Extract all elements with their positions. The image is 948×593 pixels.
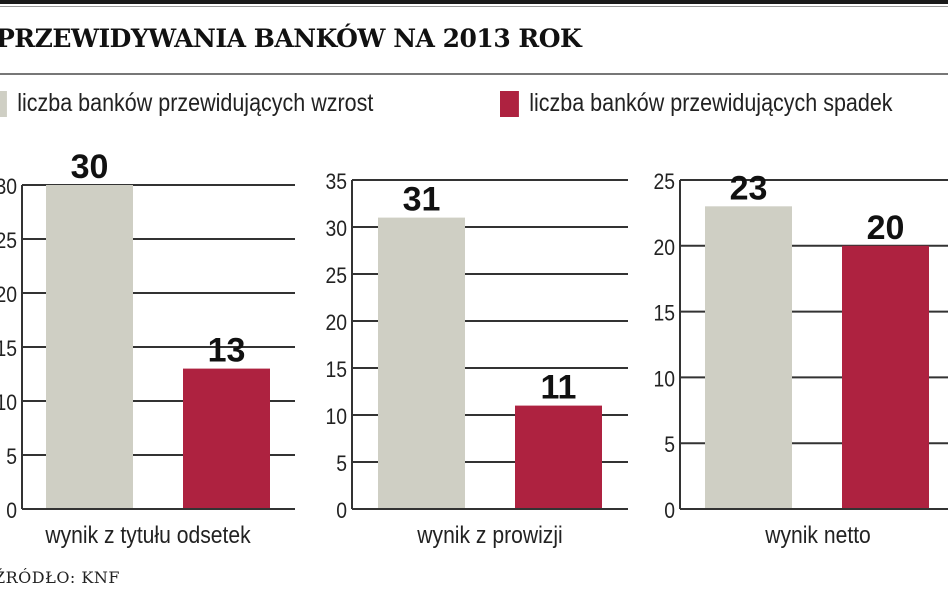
y-tick-label: 0 [336, 499, 347, 523]
y-tick-label: 10 [325, 405, 347, 429]
chart-title: PRZEWIDYWANIA BANKÓW NA 2013 ROK [0, 24, 582, 53]
source-note: ŹRÓDŁO: KNF [0, 568, 120, 587]
data-label: 31 [403, 181, 441, 219]
data-label: 11 [541, 369, 577, 407]
y-tick-label: 15 [653, 301, 675, 325]
bar-decrease [842, 245, 929, 510]
x-axis-label: wynik z prowizji [416, 522, 562, 549]
y-tick-label: 10 [653, 367, 675, 391]
y-tick-label: 20 [325, 311, 347, 335]
bar-increase [705, 206, 792, 509]
legend-swatch-decrease [500, 90, 519, 117]
bar-decrease [515, 405, 602, 509]
bar-decrease [183, 368, 270, 509]
title-divider [0, 73, 948, 75]
y-tick-label: 0 [6, 499, 17, 523]
legend-label-increase: liczba banków przewidujących wzrost [17, 89, 374, 117]
y-tick-label: 25 [653, 170, 675, 194]
legend-item-decrease: liczba banków przewidujących spadek [500, 89, 893, 118]
data-label: 30 [71, 148, 109, 186]
y-tick-label: 5 [664, 433, 675, 457]
y-tick-label: 0 [664, 499, 675, 523]
legend-item-increase: liczba banków przewidujących wzrost [0, 89, 373, 118]
y-tick-label: 25 [325, 264, 347, 288]
x-axis-label: wynik z tytułu odsetek [44, 522, 251, 549]
y-tick-label: 20 [653, 236, 675, 260]
y-tick-label: 30 [325, 217, 347, 241]
y-tick-label: 35 [325, 170, 347, 194]
x-axis-label: wynik netto [764, 522, 871, 549]
y-tick-label: 15 [0, 337, 17, 361]
legend-swatch-increase [0, 90, 7, 117]
y-tick-label: 5 [336, 452, 347, 476]
legend: liczba banków przewidujących wzrost licz… [0, 89, 948, 119]
bar-increase [378, 217, 465, 509]
y-tick-label: 15 [325, 358, 347, 382]
top-border [0, 0, 948, 4]
y-tick-label: 10 [0, 391, 17, 415]
bar-increase [46, 185, 133, 509]
data-label: 20 [867, 209, 905, 247]
top-divider [0, 6, 948, 7]
y-tick-label: 30 [0, 175, 17, 199]
legend-label-decrease: liczba banków przewidujących spadek [529, 89, 893, 117]
y-tick-label: 20 [0, 283, 17, 307]
y-tick-label: 5 [6, 445, 17, 469]
data-label: 13 [208, 332, 246, 370]
y-tick-label: 25 [0, 229, 17, 253]
data-label: 23 [730, 169, 768, 207]
